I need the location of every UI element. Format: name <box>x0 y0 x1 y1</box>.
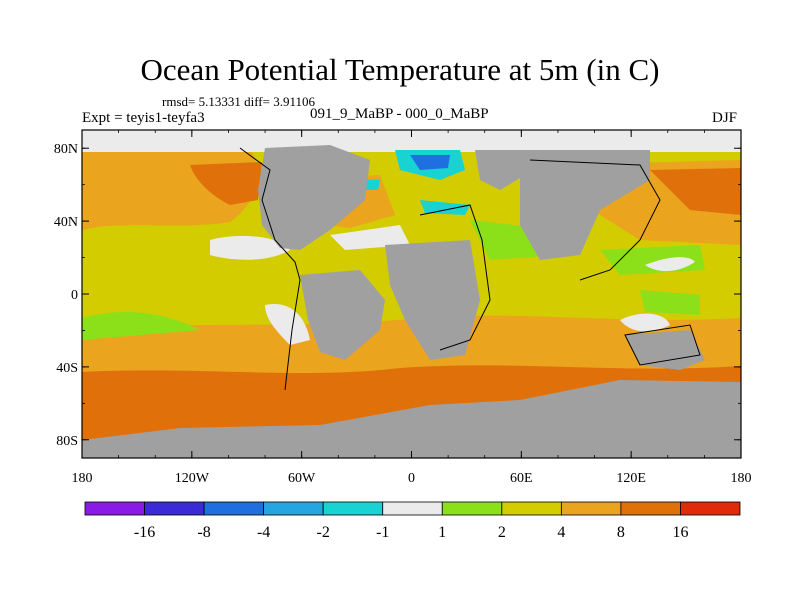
case-label: 091_9_MaBP - 000_0_MaBP <box>310 106 489 122</box>
coastline-asia <box>529 159 661 281</box>
season-label: DJF <box>712 110 738 126</box>
north-pacific-hot <box>190 162 262 205</box>
land-africa <box>385 240 480 360</box>
y-tick-label: 40N <box>54 215 78 230</box>
colorbar-bin <box>501 501 562 516</box>
temperature-field <box>82 130 741 458</box>
colorbar-bin <box>84 501 145 516</box>
y-tick-label: 80S <box>56 434 78 449</box>
neutral-patch-5 <box>645 257 695 272</box>
colorbar-label: 2 <box>498 524 506 541</box>
colorbar-bin <box>144 501 205 516</box>
experiment-label: Expt = teyis1-teyfa3 <box>82 110 205 126</box>
colorbar-label: -1 <box>376 524 389 541</box>
colorbar-bin <box>203 501 265 516</box>
y-tick-label: 40S <box>56 361 78 376</box>
tropical-green-4 <box>640 290 700 315</box>
neutral-patch-3 <box>330 225 410 250</box>
x-tick-label: 0 <box>408 471 415 486</box>
tropical-green-1 <box>82 311 200 340</box>
colorbar-label: 16 <box>672 524 688 541</box>
stats-line: rmsd= 5.13331 diff= 3.91106 <box>162 94 315 109</box>
x-tick-label: 60W <box>288 471 316 486</box>
y-tick-label: 80N <box>54 142 78 157</box>
colorbar: -16 -8 -4 -2 -1 1 2 4 8 16 <box>84 501 741 541</box>
land-eurasia <box>520 150 650 260</box>
colorbar-label: 1 <box>438 524 446 541</box>
x-tick-label: 180 <box>72 471 93 486</box>
colorbar-bin <box>680 501 741 516</box>
x-tick-label: 180 <box>731 471 752 486</box>
coastline-africa <box>419 204 491 351</box>
colorbar-label: 4 <box>557 524 565 541</box>
colorbar-bin <box>441 501 503 516</box>
arctic-cold-4 <box>420 200 470 215</box>
east-asia-hot <box>650 168 741 215</box>
land-greenland <box>475 150 525 190</box>
land-north-america <box>258 145 370 250</box>
coastline-australia <box>624 324 701 366</box>
colorbar-bin <box>560 501 622 516</box>
colorbar-label: -4 <box>257 524 270 541</box>
neutral-patch-4 <box>620 313 670 332</box>
x-tick-label: 120W <box>175 471 210 486</box>
axes: 180 120W 60W 0 60E 120E 180 80N 40N 0 40S 80S <box>54 130 752 486</box>
arctic-neutral <box>82 130 741 152</box>
colorbar-bin <box>322 501 384 516</box>
colorbar-bin <box>620 501 681 516</box>
y-tick-label: 0 <box>71 288 78 303</box>
land-australia <box>625 330 705 370</box>
x-tick-label: 60E <box>510 471 533 486</box>
colorbar-label: 8 <box>617 524 625 541</box>
neutral-patch-2 <box>265 304 310 345</box>
coastline-americas <box>239 147 301 391</box>
land-south-america <box>300 270 385 360</box>
chart-title: Ocean Potential Temperature at 5m (in C) <box>140 52 660 87</box>
colorbar-bin <box>263 501 324 516</box>
colorbar-bin <box>382 501 443 516</box>
x-tick-label: 120E <box>616 471 646 486</box>
arctic-cold-2 <box>410 155 450 170</box>
neutral-patch-1 <box>210 235 290 260</box>
land-antarctica <box>82 380 741 458</box>
colorbar-label: -2 <box>317 524 330 541</box>
colorbar-label: -16 <box>134 524 155 541</box>
colorbar-label: -8 <box>197 524 210 541</box>
